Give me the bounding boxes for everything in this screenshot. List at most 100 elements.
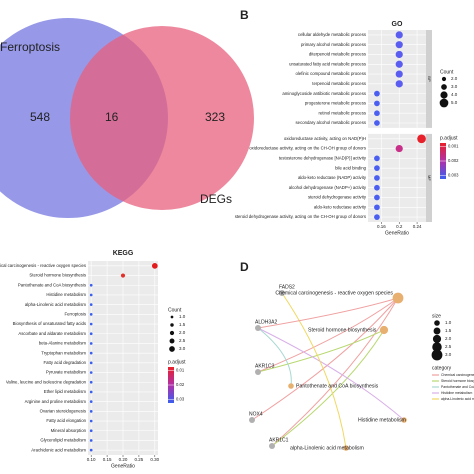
gene-label: AKR1C1 xyxy=(269,437,289,443)
legend-dot xyxy=(434,320,440,326)
dot xyxy=(89,332,93,336)
legend-label: Steroid hormone biosynthesis xyxy=(441,379,474,383)
dot xyxy=(374,184,380,191)
legend-title: category xyxy=(432,365,452,371)
dot xyxy=(374,165,380,172)
dot xyxy=(120,273,126,278)
y-tick-label: unsaturated fatty acid metabolic process xyxy=(289,61,366,66)
dot xyxy=(417,134,426,144)
y-tick-label: Glycerolipid metabolism xyxy=(40,438,86,443)
y-tick-label: testosterone dehydrogenase [NAD(P)] acti… xyxy=(279,156,367,161)
legend-label: 2.5 xyxy=(445,344,452,349)
legend-dot xyxy=(169,338,175,344)
legend-title: Count xyxy=(168,307,182,313)
y-tick-label: secondary alcohol metabolic process xyxy=(296,120,366,125)
dot xyxy=(89,351,93,355)
dot xyxy=(89,448,93,452)
region-count: 323 xyxy=(205,110,225,124)
x-tick-label: 0.2 xyxy=(396,224,403,229)
y-tick-label: Valine, leucine and isoleucine degradati… xyxy=(6,379,87,384)
legend-label: 3.0 xyxy=(179,346,186,351)
y-tick-label: oxidoreductase activity, acting on the C… xyxy=(249,146,366,151)
y-tick-label: Histidine metabolism xyxy=(46,292,86,297)
panel-label: B xyxy=(240,8,249,22)
gene-node xyxy=(279,290,285,296)
x-tick-label: 0.25 xyxy=(135,457,144,462)
legend-dot xyxy=(170,315,174,319)
legend-label: alpha-Linolenic acid metabolism xyxy=(441,397,474,401)
set-label: Ferroptosis xyxy=(0,40,60,54)
legend-label: 0.03 xyxy=(176,397,185,402)
y-tick-label: Ovarian steroidogenesis xyxy=(40,408,86,413)
legend-label: 1.0 xyxy=(179,314,186,319)
y-tick-label: Steroid hormone biosynthesis xyxy=(29,273,86,278)
chart-title: GO xyxy=(392,21,403,28)
dot xyxy=(89,303,93,306)
pathway-node xyxy=(288,383,294,389)
y-tick-label: olefinic compound metabolic process xyxy=(296,71,366,76)
legend-label: 0.002 xyxy=(448,158,459,163)
facet-strip xyxy=(426,30,432,128)
y-tick-label: steroid dehydrogenase activity xyxy=(308,195,367,200)
dot xyxy=(89,439,93,442)
x-tick-label: 0.30 xyxy=(150,457,159,462)
edge xyxy=(257,327,405,421)
x-tick-label: 0.20 xyxy=(119,457,128,462)
dot xyxy=(374,110,380,117)
chart-title: KEGG xyxy=(113,250,134,257)
dot xyxy=(89,322,93,326)
y-tick-label: Fatty acid degradation xyxy=(43,360,86,365)
region-count: 16 xyxy=(105,110,119,124)
legend-label: 2.0 xyxy=(451,76,458,81)
y-tick-label: beta-Alanine metabolism xyxy=(39,341,87,346)
legend-title: p.adjust xyxy=(168,359,186,365)
y-tick-label: cellular aldehyde metabolic process xyxy=(298,32,366,37)
dot xyxy=(395,41,403,49)
dot xyxy=(89,342,93,345)
legend-label: 2.5 xyxy=(179,338,186,343)
edge xyxy=(257,329,385,373)
pathway-node xyxy=(379,325,389,335)
legend-dot xyxy=(439,98,449,108)
y-tick-label: progesterone metabolic process xyxy=(305,101,366,106)
pathway-label: Histidine metabolism xyxy=(358,417,406,423)
dot xyxy=(89,371,93,374)
dot xyxy=(89,361,93,365)
legend-title: p.adjust xyxy=(440,135,458,141)
y-tick-label: primary alcohol metabolic process xyxy=(301,42,366,47)
dot xyxy=(395,70,403,78)
y-tick-label: Ascorbate and aldarate metabolism xyxy=(18,331,86,336)
legend-label: 3.0 xyxy=(451,84,458,89)
legend-title: Count xyxy=(440,69,454,75)
y-tick-label: retinol metabolic process xyxy=(318,110,366,115)
dot xyxy=(374,155,380,162)
dot xyxy=(89,283,93,287)
y-tick-label: aminoglycoside antibiotic metabolic proc… xyxy=(282,91,366,96)
dot xyxy=(89,429,93,433)
legend-dot xyxy=(441,84,447,90)
legend-label: 4.0 xyxy=(451,92,458,97)
dot xyxy=(89,390,93,394)
legend-label: 0.001 xyxy=(448,144,459,149)
edge xyxy=(257,297,399,329)
dot xyxy=(374,90,380,97)
pathway-node xyxy=(343,445,349,451)
y-tick-label: Arachidonic acid metabolism xyxy=(31,447,86,452)
legend-dot xyxy=(170,323,174,327)
y-tick-label: Chemical carcinogenesis - reactive oxyge… xyxy=(0,263,86,268)
pathway-label: alpha-Linolenic acid metabolism xyxy=(290,445,364,451)
pathway-label: Chemical carcinogenesis - reactive oxyge… xyxy=(275,290,393,296)
edge xyxy=(271,329,385,447)
y-tick-label: Pantothenate and CoA biosynthesis xyxy=(18,282,86,287)
legend-title: size xyxy=(432,313,441,319)
dot xyxy=(89,419,93,423)
y-tick-label: Pyruvate metabolism xyxy=(46,370,87,375)
y-tick-label: alpha-Linolenic acid metabolism xyxy=(25,302,87,307)
pathway-node xyxy=(401,417,407,423)
y-tick-label: alcohol dehydrogenase (NADP+) activity xyxy=(289,185,367,190)
legend-dot xyxy=(440,91,448,99)
dot xyxy=(89,410,93,413)
x-tick-label: 0.24 xyxy=(413,224,422,229)
